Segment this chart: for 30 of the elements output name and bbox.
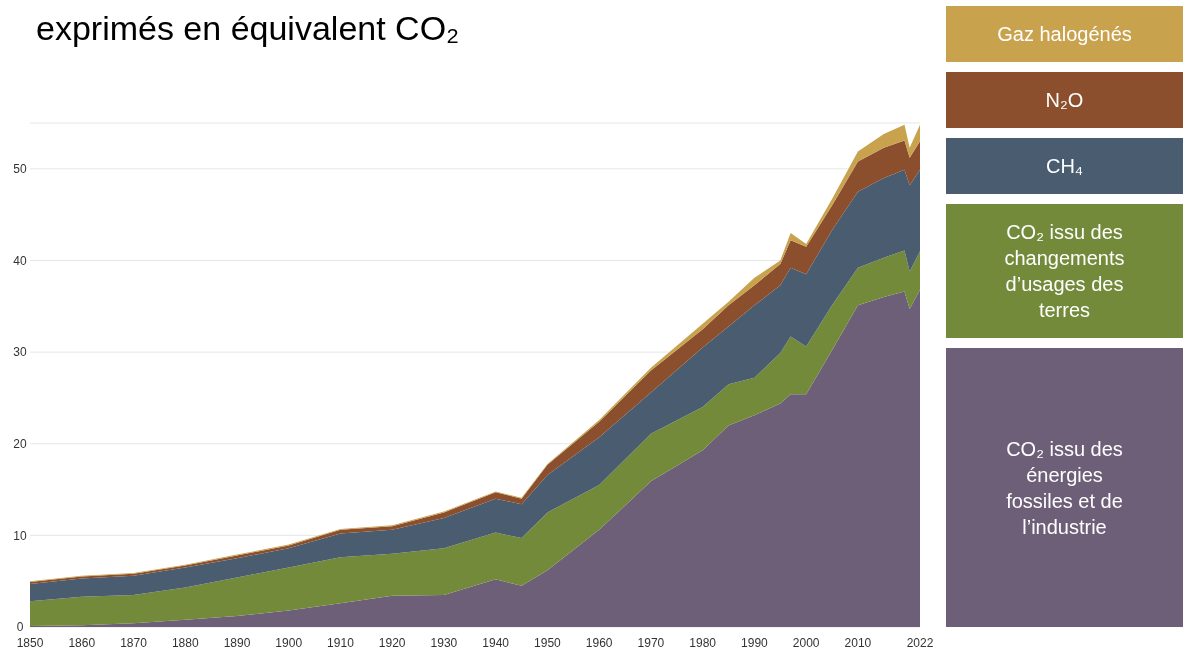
x-tick-label: 1920 <box>378 636 406 650</box>
x-tick-label: 2000 <box>792 636 820 650</box>
x-tick-label: 1940 <box>482 636 510 650</box>
x-tick-label: 1900 <box>275 636 303 650</box>
x-tick-label: 1850 <box>16 636 44 650</box>
chart-title: exprimés en équivalent CO₂ <box>36 9 460 47</box>
x-tick-label: 1910 <box>327 636 355 650</box>
x-tick-label: 1970 <box>637 636 665 650</box>
y-tick-label: 10 <box>13 528 27 543</box>
x-tick-label: 1860 <box>68 636 96 650</box>
x-tick-label: 1950 <box>534 636 562 650</box>
text: CO₂ issu des changements d’usages des terres <box>1004 221 1125 321</box>
text: N₂O <box>1045 89 1084 111</box>
x-tick-label: 2022 <box>906 636 934 650</box>
y-tick-label: 0 <box>16 620 24 635</box>
text: Gaz halogénés <box>997 23 1132 45</box>
text: CO₂ issu des énergies fossiles et de l’industrie <box>1006 437 1123 538</box>
y-tick-label: 30 <box>13 345 27 360</box>
x-tick-label: 1890 <box>223 636 251 650</box>
x-tick-label: 1980 <box>689 636 717 650</box>
x-tick-label: 2010 <box>844 636 872 650</box>
y-tick-label: 50 <box>13 162 27 177</box>
y-tick-label: 20 <box>13 436 27 451</box>
x-tick-label: 1990 <box>741 636 769 650</box>
text: CH₄ <box>1045 155 1084 177</box>
x-tick-label: 1930 <box>430 636 458 650</box>
x-tick-label: 1880 <box>171 636 199 650</box>
x-tick-label: 1960 <box>585 636 613 650</box>
y-tick-label: 40 <box>13 253 27 268</box>
x-tick-label: 1870 <box>120 636 148 650</box>
